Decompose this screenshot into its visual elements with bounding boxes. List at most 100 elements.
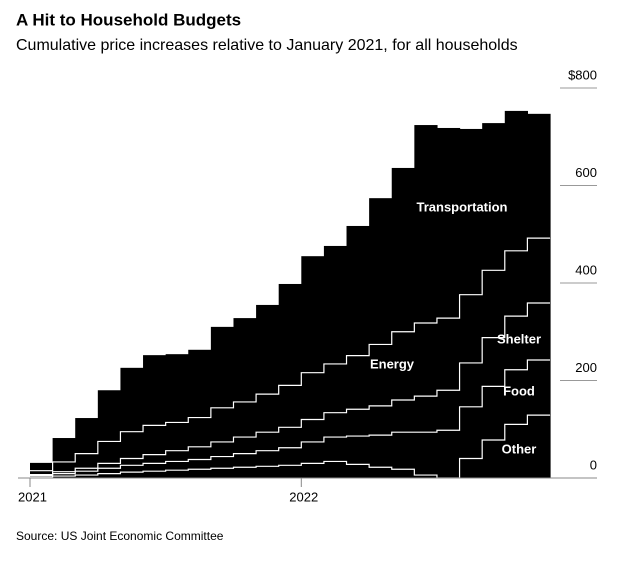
area-segment — [97, 441, 122, 464]
area-segment — [210, 441, 235, 457]
area-segment — [369, 344, 393, 406]
chart-title: A Hit to Household Budgets — [16, 10, 241, 29]
series-boundary — [30, 237, 550, 472]
area-segment — [165, 422, 189, 451]
area-segment — [301, 256, 325, 373]
area-segment — [143, 355, 167, 426]
area-segment — [97, 463, 122, 469]
area-segment — [210, 326, 235, 408]
area-segment — [75, 468, 99, 472]
area-segment — [504, 250, 528, 317]
area-segment — [52, 461, 76, 472]
area-segment — [323, 245, 348, 364]
area-segment — [482, 386, 506, 440]
area-segment — [414, 396, 438, 433]
area-segment — [143, 463, 167, 472]
area-segment — [436, 318, 461, 391]
area-segment — [30, 470, 54, 475]
series-label: Shelter — [497, 331, 541, 346]
area-segment — [391, 400, 415, 433]
chart-subtitle: Cumulative price increases relative to J… — [16, 37, 518, 54]
area-segment — [346, 409, 370, 437]
area-segment — [210, 456, 235, 469]
y-tick-label: 200 — [575, 360, 597, 375]
area-segment — [527, 113, 551, 239]
area-segment — [482, 123, 506, 271]
area-segment — [256, 432, 280, 451]
area-segment — [52, 438, 76, 462]
y-tick-label: $800 — [568, 67, 597, 82]
series-boundary — [30, 359, 550, 477]
area-segment — [459, 294, 483, 363]
area-segment — [143, 425, 167, 455]
area-segment — [256, 450, 280, 467]
area-segment — [210, 407, 235, 442]
area-segment — [143, 454, 167, 464]
area-segment — [301, 463, 325, 478]
area-segment — [369, 198, 393, 345]
series-label: Other — [502, 441, 537, 456]
series-label: Transportation — [416, 199, 507, 214]
area-segment — [165, 470, 189, 478]
area-segment — [323, 412, 348, 438]
area-segment — [527, 360, 551, 416]
area-segment — [143, 471, 167, 478]
area-segment — [165, 354, 189, 423]
area-segment — [436, 127, 461, 319]
area-segment — [256, 394, 280, 433]
area-segment — [165, 461, 189, 471]
area-segment — [52, 471, 76, 474]
area-segment — [278, 385, 302, 428]
area-segment — [504, 316, 528, 370]
series-boundary — [30, 302, 550, 476]
area-segment — [391, 432, 415, 470]
area-segment — [391, 331, 415, 400]
area-segment — [459, 128, 483, 295]
area-segment — [436, 430, 461, 478]
area-segment — [323, 363, 348, 413]
area-segment — [120, 458, 144, 466]
area-segment — [75, 475, 99, 478]
area-segment — [482, 270, 506, 338]
area-segment — [504, 424, 528, 478]
area-segment — [233, 453, 257, 468]
area-segment — [120, 472, 144, 478]
area-segment — [459, 362, 483, 407]
area-segment — [482, 439, 506, 478]
area-segment — [346, 464, 370, 478]
area-segment — [414, 432, 438, 476]
area-segment — [504, 369, 528, 425]
area-segment — [459, 406, 483, 459]
area-segment — [120, 367, 144, 432]
area-segment — [346, 355, 370, 410]
area-segment — [75, 418, 99, 454]
area-segment — [256, 466, 280, 478]
area-segment — [233, 437, 257, 454]
area-segment — [278, 465, 302, 478]
area-segment — [391, 469, 415, 478]
area-segment — [323, 437, 348, 462]
area-segment — [527, 302, 551, 361]
area-segment — [120, 431, 144, 459]
area-segment — [278, 427, 302, 448]
area-segment — [278, 283, 302, 386]
area-segment — [30, 475, 54, 478]
area-segment — [75, 471, 99, 476]
area-segment — [52, 476, 76, 478]
area-segment — [527, 415, 551, 478]
area-segment — [323, 461, 348, 478]
area-segment — [527, 238, 551, 303]
area-segment — [301, 372, 325, 420]
area-segment — [504, 110, 528, 251]
source-note: Source: US Joint Economic Committee — [16, 529, 224, 543]
area-segment — [301, 441, 325, 464]
area-segment — [346, 225, 370, 356]
area-segment — [459, 458, 483, 478]
area-segment — [233, 401, 257, 438]
x-tick-label: 2021 — [18, 489, 47, 504]
area-segment — [482, 337, 506, 387]
area-segment — [233, 318, 257, 402]
x-tick-label: 2022 — [289, 489, 318, 504]
area-segment — [188, 349, 212, 418]
